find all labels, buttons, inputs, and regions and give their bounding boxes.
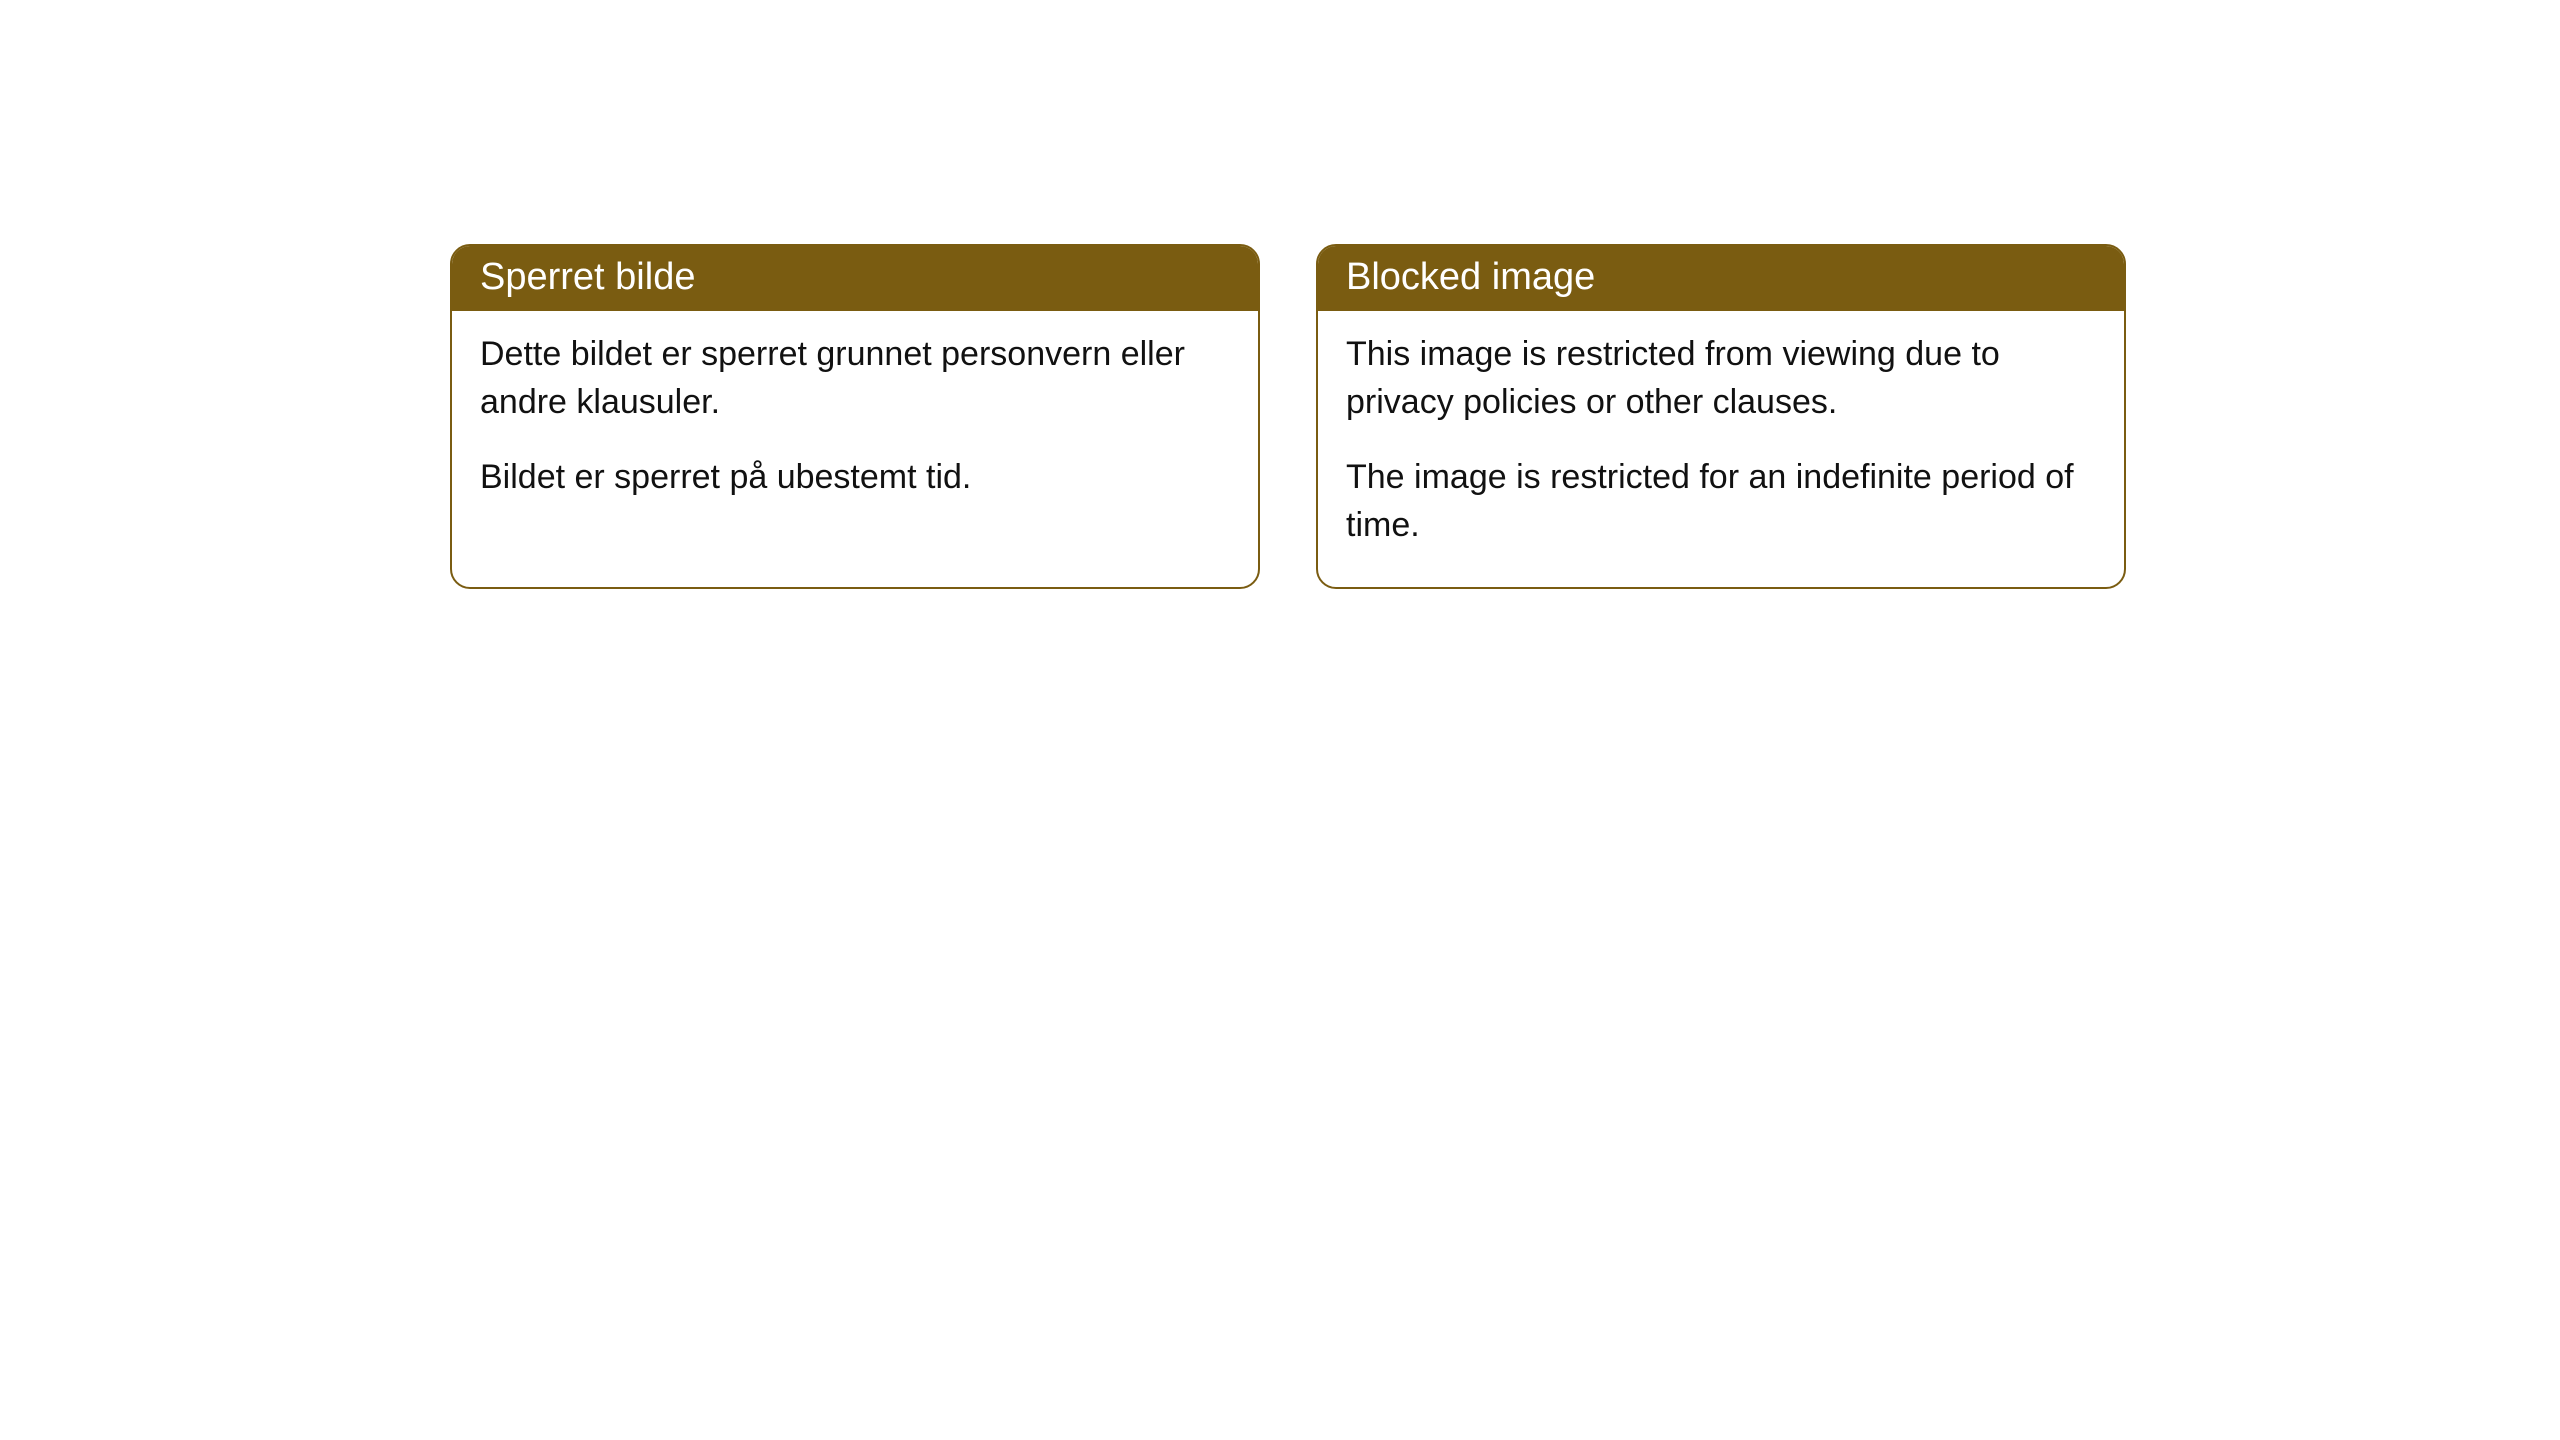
card-body-norwegian: Dette bildet er sperret grunnet personve… xyxy=(452,311,1258,540)
card-paragraph: Bildet er sperret på ubestemt tid. xyxy=(480,454,1230,502)
card-header-english: Blocked image xyxy=(1318,246,2124,311)
card-paragraph: The image is restricted for an indefinit… xyxy=(1346,454,2096,549)
card-paragraph: Dette bildet er sperret grunnet personve… xyxy=(480,331,1230,426)
card-header-norwegian: Sperret bilde xyxy=(452,246,1258,311)
card-paragraph: This image is restricted from viewing du… xyxy=(1346,331,2096,426)
notice-cards-container: Sperret bilde Dette bildet er sperret gr… xyxy=(0,0,2560,589)
card-body-english: This image is restricted from viewing du… xyxy=(1318,311,2124,587)
blocked-image-card-norwegian: Sperret bilde Dette bildet er sperret gr… xyxy=(450,244,1260,589)
blocked-image-card-english: Blocked image This image is restricted f… xyxy=(1316,244,2126,589)
